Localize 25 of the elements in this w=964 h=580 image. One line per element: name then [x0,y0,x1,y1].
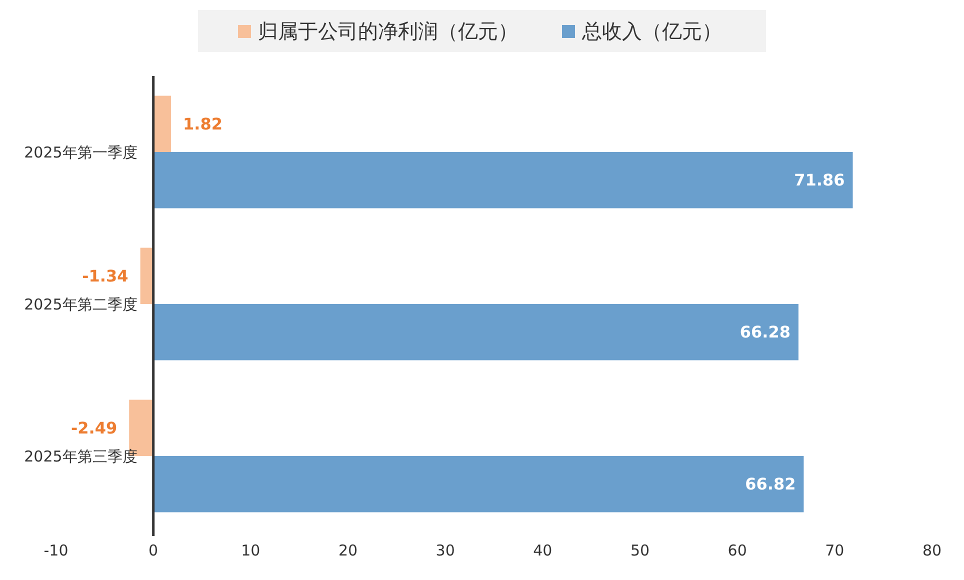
x-tick-label: 20 [338,541,358,560]
data-label: 66.28 [740,322,790,342]
x-tick-label: -10 [44,541,68,560]
x-tick-label: 0 [148,541,158,560]
data-label: 71.86 [794,170,845,190]
x-tick-label: 70 [825,541,844,560]
y-tick-label: 2025年第三季度 [24,447,138,466]
bar [153,152,853,208]
data-label: 1.82 [183,114,223,134]
data-label: -1.34 [82,266,128,286]
x-tick-label: 50 [630,541,650,560]
bar [153,456,804,512]
bar [153,304,798,360]
x-tick-label: 10 [241,541,260,560]
x-tick-label: 40 [533,541,552,560]
legend-label: 总收入（亿元） [581,19,722,43]
y-tick-label: 2025年第一季度 [24,143,138,162]
x-tick-label: 60 [728,541,747,560]
data-label: -2.49 [70,418,118,438]
y-tick-label: 2025年第二季度 [24,295,138,314]
x-tick-label: 30 [436,541,455,560]
data-label: 66.82 [745,474,796,494]
x-tick-label: 80 [922,541,942,560]
bar [153,96,172,152]
legend-label: 归属于公司的净利润（亿元） [258,19,518,43]
